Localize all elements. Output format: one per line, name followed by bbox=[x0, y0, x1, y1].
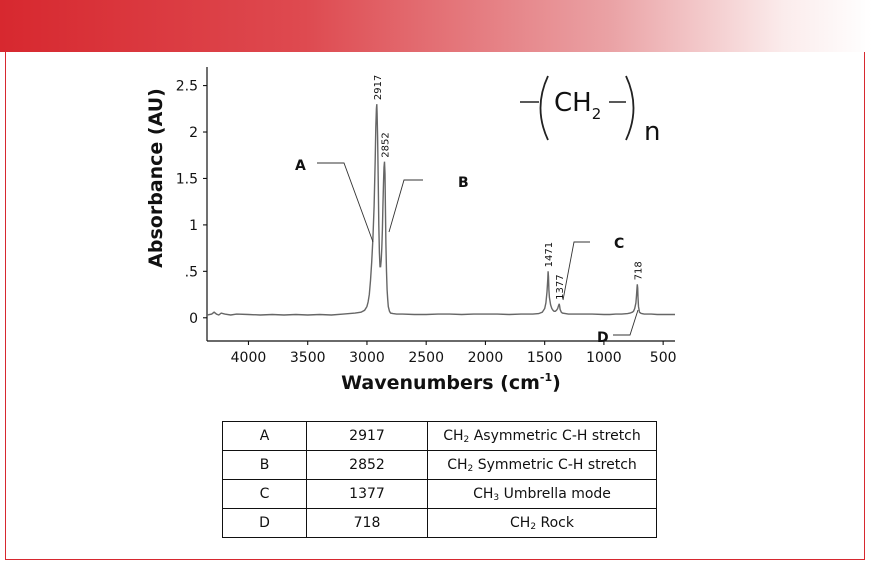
callout-letter-b: B bbox=[458, 175, 469, 191]
callout-leader-d bbox=[613, 309, 639, 336]
peak-label-1377: 1377 bbox=[555, 274, 566, 299]
y-tick-label: .5 bbox=[185, 264, 198, 280]
table-row: A 2917 CH2 Asymmetric C-H stretch bbox=[222, 421, 657, 451]
x-tick-label: 3000 bbox=[349, 350, 385, 366]
y-axis-title: Absorbance (AU) bbox=[145, 88, 167, 268]
chart-axes bbox=[206, 67, 675, 342]
callout-leader-c bbox=[562, 241, 590, 301]
spectrum-series-line bbox=[206, 104, 675, 316]
peak-label-1471: 1471 bbox=[544, 242, 555, 267]
x-tick-label: 2000 bbox=[468, 350, 504, 366]
table-row: B 2852 CH2 Symmetric C-H stretch bbox=[222, 450, 657, 480]
wavenumber-cell: 2917 bbox=[306, 421, 428, 451]
wavenumber-cell: 1377 bbox=[306, 479, 428, 509]
assignment-cell: CH2 Rock bbox=[427, 508, 657, 538]
wavenumber-cell: 2852 bbox=[306, 450, 428, 480]
callout-letter-a: A bbox=[295, 158, 306, 174]
x-axis-ticks: 4000 3500 3000 2500 2000 1500 1000 500 bbox=[231, 341, 677, 366]
y-tick-label: 0 bbox=[189, 311, 198, 327]
callout-leaders: A B C D bbox=[295, 158, 639, 346]
callout-letter-d: D bbox=[597, 330, 609, 346]
ir-spectrum-chart: 0 .5 1 1.5 2 2.5 4000 3500 3000 2500 2000 1500 1000… bbox=[145, 67, 677, 394]
figure-frame bbox=[5, 52, 865, 560]
peak-label-2852: 2852 bbox=[380, 132, 391, 157]
y-tick-label: 1.5 bbox=[176, 171, 198, 187]
peak-letter-cell: A bbox=[222, 421, 307, 451]
x-tick-label: 2500 bbox=[408, 350, 444, 366]
table-row: D 718 CH2 Rock bbox=[222, 508, 657, 538]
x-tick-label: 3500 bbox=[290, 350, 326, 366]
formula-main: CH2 bbox=[554, 88, 601, 123]
header-band bbox=[0, 0, 872, 52]
assignment-cell: CH2 Asymmetric C-H stretch bbox=[427, 421, 657, 451]
assignment-cell: CH2 Symmetric C-H stretch bbox=[427, 450, 657, 480]
x-tick-label: 1000 bbox=[586, 350, 622, 366]
callout-letter-c: C bbox=[614, 236, 624, 252]
assignment-table: A 2917 CH2 Asymmetric C-H stretch B 2852 CH2 … bbox=[222, 421, 657, 538]
x-tick-label: 1500 bbox=[527, 350, 563, 366]
wavenumber-cell: 718 bbox=[306, 508, 428, 538]
peak-label-718: 718 bbox=[633, 261, 644, 280]
peak-letter-cell: C bbox=[222, 479, 307, 509]
y-tick-label: 2.5 bbox=[176, 79, 198, 95]
polyethylene-formula: CH2 n bbox=[520, 75, 660, 147]
table-row: C 1377 CH3 Umbrella mode bbox=[222, 479, 657, 509]
y-axis-ticks: 0 .5 1 1.5 2 2.5 bbox=[176, 79, 207, 327]
callout-leader-a bbox=[317, 162, 374, 243]
x-tick-label: 4000 bbox=[231, 350, 267, 366]
peak-letter-cell: D bbox=[222, 508, 307, 538]
formula-subscript-n: n bbox=[644, 117, 660, 147]
peak-letter-cell: B bbox=[222, 450, 307, 480]
y-tick-label: 2 bbox=[189, 125, 198, 141]
peak-label-2917: 2917 bbox=[373, 75, 384, 100]
callout-leader-b bbox=[388, 179, 423, 233]
x-tick-label: 500 bbox=[650, 350, 677, 366]
y-tick-label: 1 bbox=[189, 218, 198, 234]
assignment-cell: CH3 Umbrella mode bbox=[427, 479, 657, 509]
x-axis-title: Wavenumbers (cm-1) bbox=[341, 371, 561, 394]
